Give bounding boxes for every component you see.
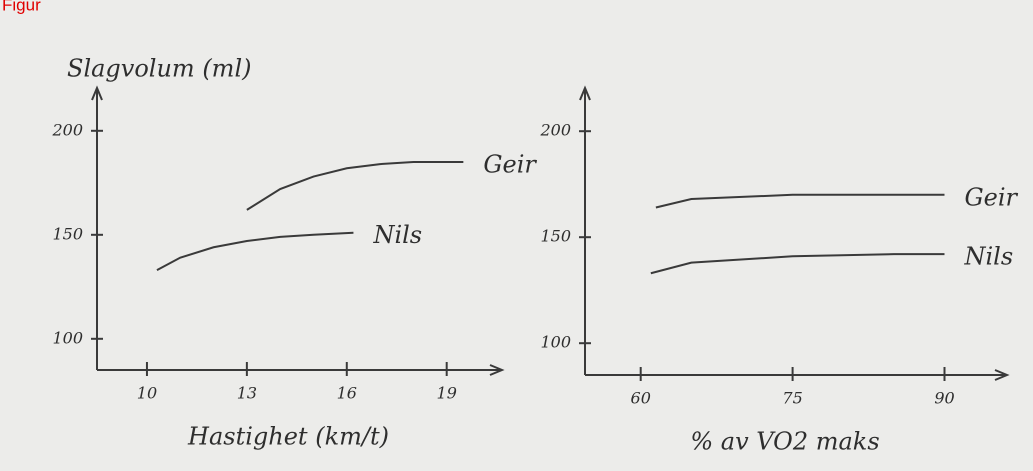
x-axis-label: Hastighet (km/t) [187, 423, 389, 451]
series-label: Nils [963, 243, 1013, 271]
series-label: Geir [964, 183, 1018, 211]
x-axis-label: % av VO2 maks [690, 428, 879, 456]
x-tick-label: 90 [934, 389, 954, 408]
y-axis-label: Slagvolum (ml) [67, 55, 251, 83]
x-tick-label: 10 [137, 384, 157, 403]
x-tick-label: 16 [337, 384, 357, 403]
figure-label: Figur [2, 0, 41, 14]
chart: Figur 100 150 200 10 13 16 19 Slagvolum (ml) Has… [0, 0, 1033, 471]
y-tick-label: 150 [52, 224, 83, 243]
y-tick-label: 150 [540, 227, 571, 246]
series-label: Nils [372, 221, 422, 249]
y-tick-label: 100 [540, 333, 571, 352]
x-tick-label: 13 [237, 384, 257, 403]
y-tick-label: 200 [51, 120, 83, 139]
y-tick-label: 200 [539, 121, 571, 140]
x-tick-label: 19 [437, 384, 457, 403]
x-tick-label: 60 [631, 389, 651, 408]
x-tick-label: 75 [782, 389, 802, 408]
series-label: Geir [483, 151, 537, 179]
y-tick-label: 100 [52, 328, 83, 347]
page: Figur 100 150 200 10 13 16 19 Slagvolum (ml) Has… [0, 0, 1033, 471]
